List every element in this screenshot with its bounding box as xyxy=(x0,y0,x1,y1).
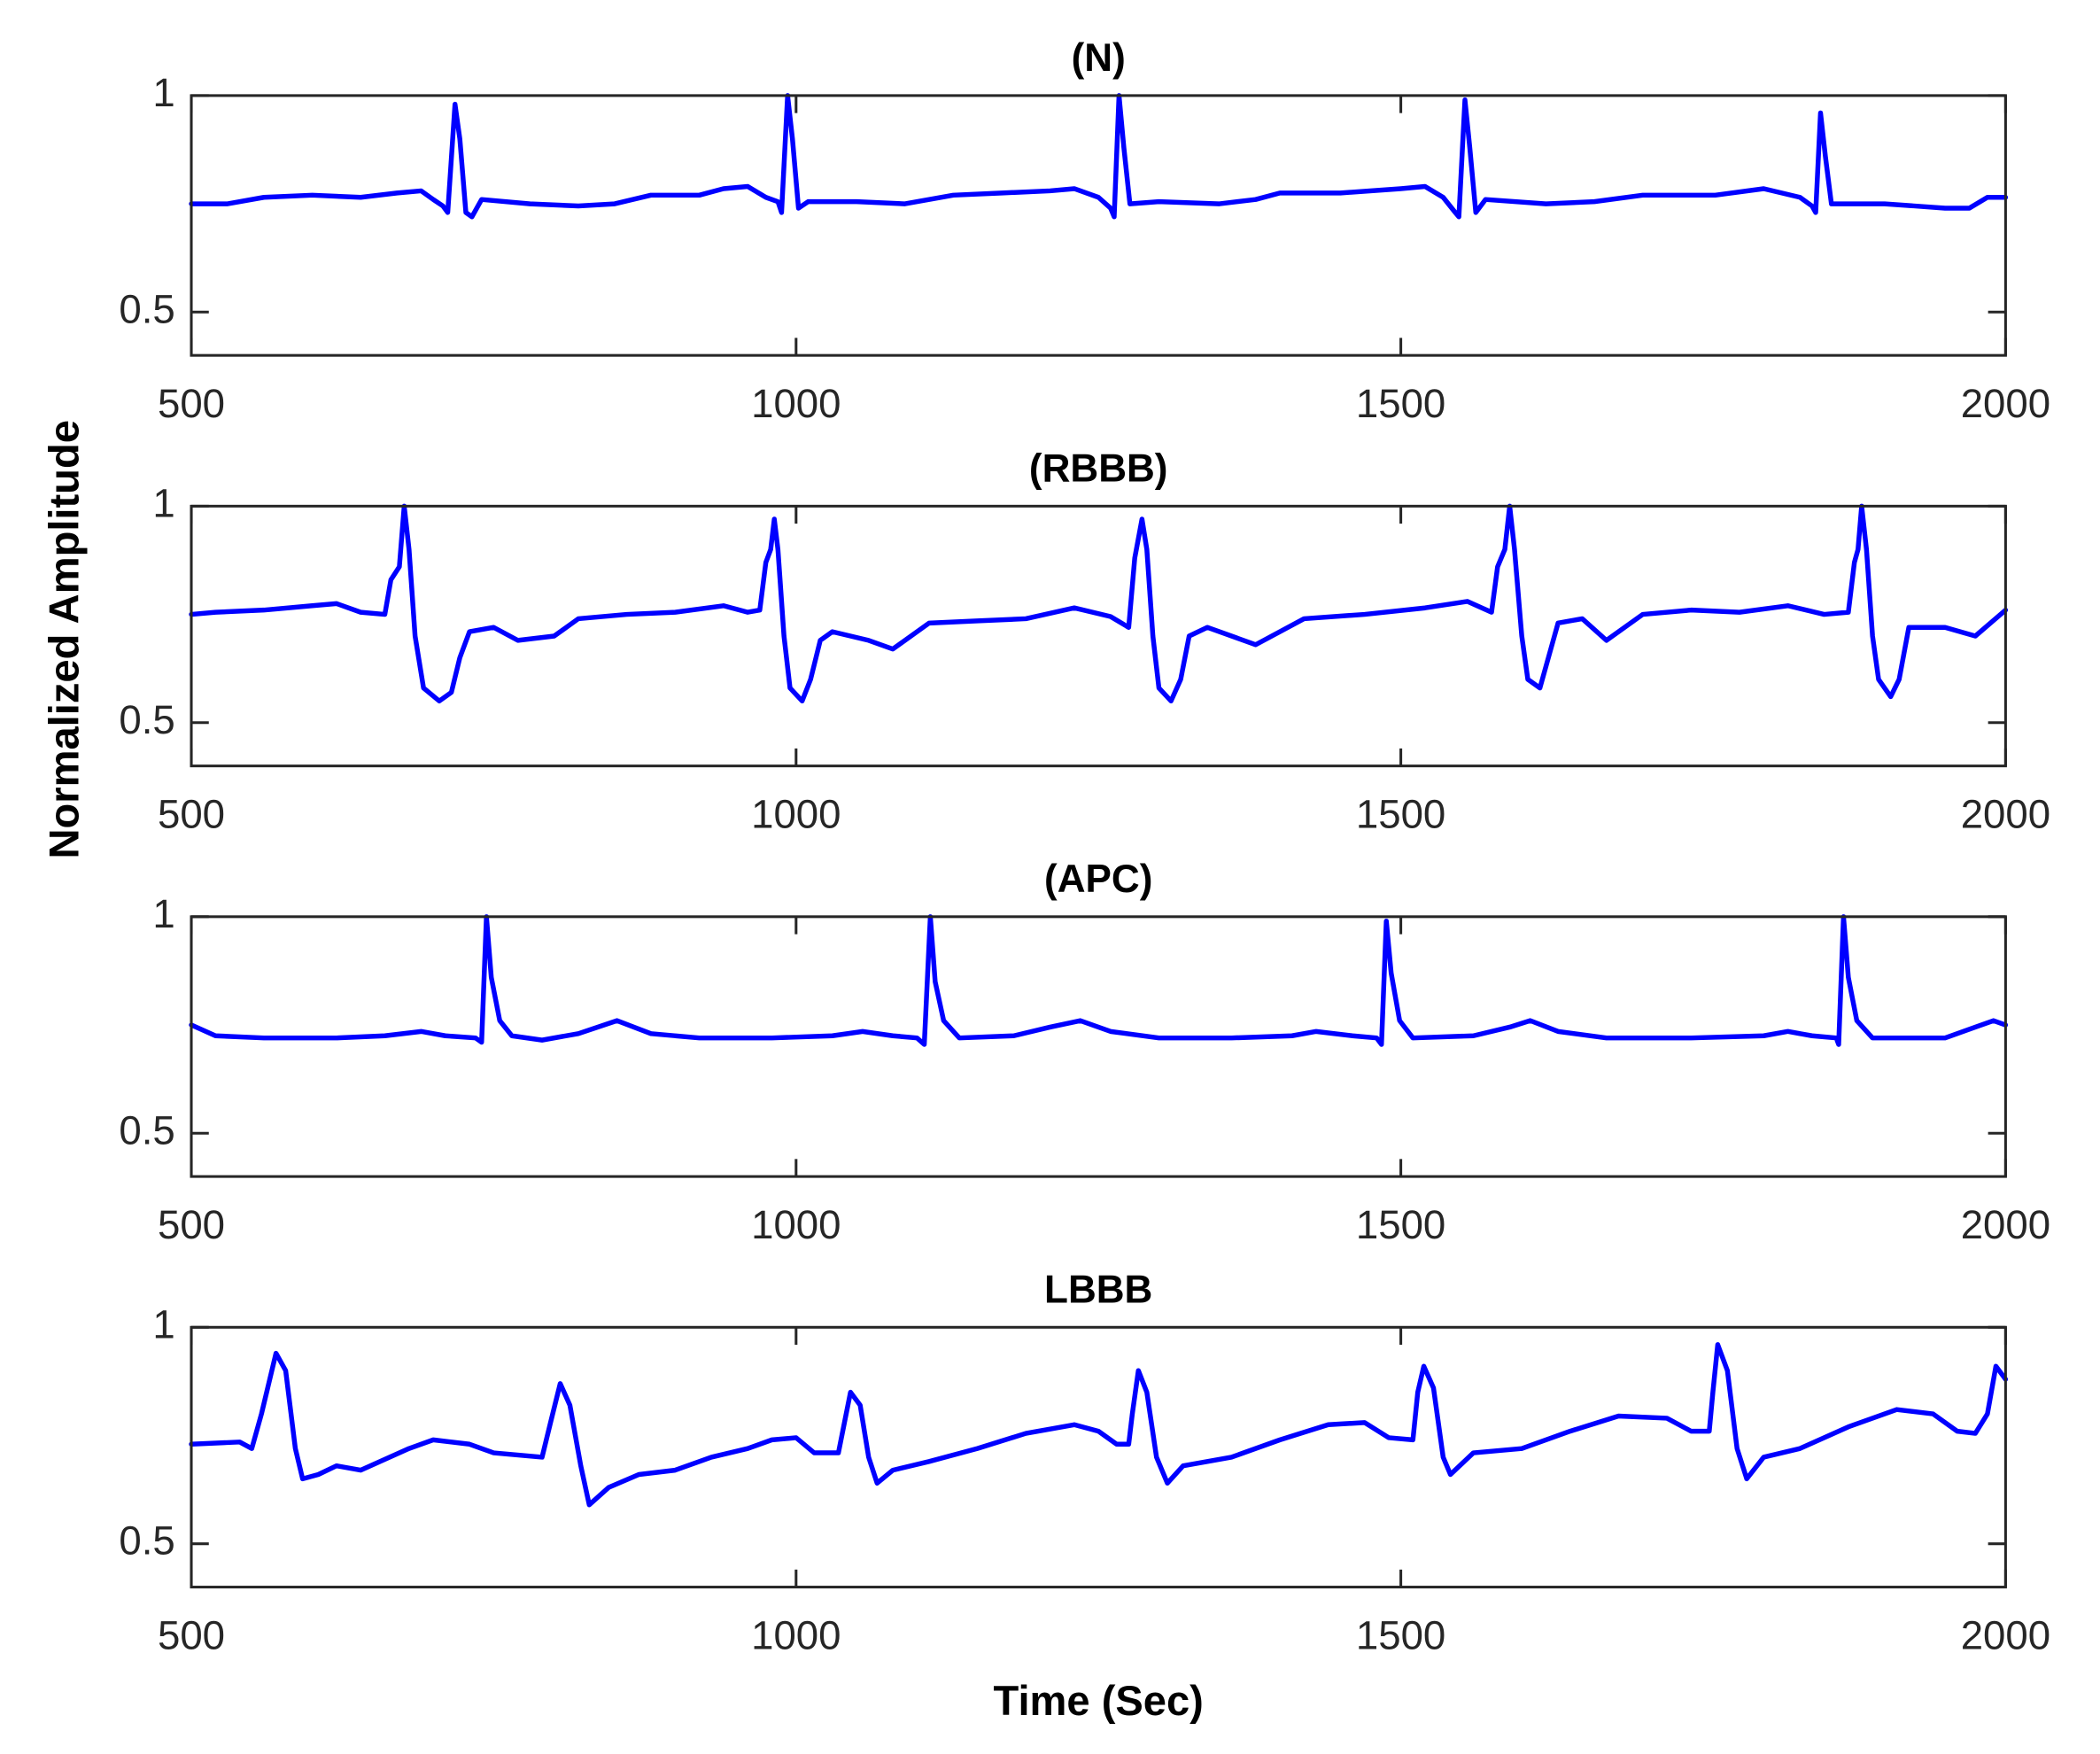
signal-line xyxy=(189,914,2009,1047)
y-tick-label: 0.5 xyxy=(119,1107,174,1153)
y-tick-label: 1 xyxy=(152,480,174,525)
x-tick-label: 2000 xyxy=(1961,1612,2050,1657)
signal-line xyxy=(189,1342,2009,1508)
x-tick-label: 2000 xyxy=(1961,381,2050,426)
y-axis-label: Normalized Amplitude xyxy=(41,420,88,858)
axes-box xyxy=(190,504,2007,768)
y-tick-label: 0.5 xyxy=(119,1518,174,1564)
axes-box xyxy=(190,1325,2007,1589)
x-tick-label: 2000 xyxy=(1961,791,2050,836)
x-tick-label: 500 xyxy=(158,381,225,426)
subplot-title: (APC) xyxy=(1044,858,1152,901)
x-tick-label: 500 xyxy=(158,1612,225,1657)
x-tick-label: 1500 xyxy=(1356,381,1445,426)
y-tick-label: 1 xyxy=(152,70,174,115)
signal-line xyxy=(189,503,2009,704)
axes-box xyxy=(190,915,2007,1178)
x-tick-label: 1000 xyxy=(751,1202,841,1247)
x-tick-label: 1000 xyxy=(751,381,841,426)
x-tick-label: 1000 xyxy=(751,1612,841,1657)
signal-line xyxy=(189,93,2009,220)
x-tick-label: 1500 xyxy=(1356,1202,1445,1247)
x-tick-label: 1500 xyxy=(1356,1612,1445,1657)
y-tick-label: 1 xyxy=(152,1301,174,1347)
y-tick-label: 1 xyxy=(152,891,174,936)
y-tick-label: 0.5 xyxy=(119,286,174,331)
subplot-title: LBBB xyxy=(1044,1268,1152,1311)
x-tick-label: 500 xyxy=(158,1202,225,1247)
subplot-title: (N) xyxy=(1072,36,1126,80)
x-tick-label: 1000 xyxy=(751,791,841,836)
y-tick-label: 0.5 xyxy=(119,697,174,742)
subplot-title: (RBBB) xyxy=(1029,446,1168,490)
x-tick-label: 1500 xyxy=(1356,791,1445,836)
x-axis-label: Time (Sec) xyxy=(994,1677,1204,1724)
axes-box xyxy=(190,94,2007,357)
x-tick-label: 2000 xyxy=(1961,1202,2050,1247)
x-tick-label: 500 xyxy=(158,791,225,836)
